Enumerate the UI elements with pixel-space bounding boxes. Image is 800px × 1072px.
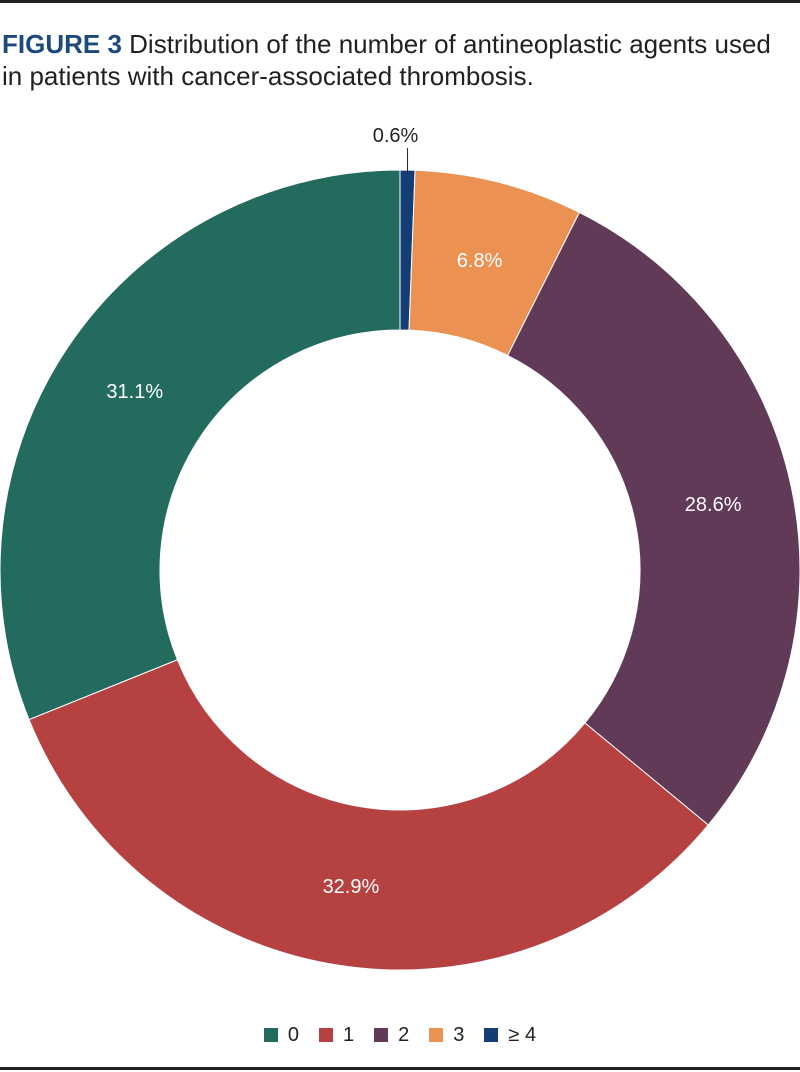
figure-label: FIGURE 3 [2,29,122,59]
legend-label-3: 3 [453,1023,465,1046]
slice-label-2: 28.6% [685,494,742,516]
slice-label-1: 32.9% [323,876,380,898]
legend-swatch-2 [374,1028,389,1042]
slice-0 [0,169,401,721]
figure-caption-text: Distribution of the number of antineopla… [2,29,771,91]
figure-caption: FIGURE 3 Distribution of the number of a… [2,28,792,92]
legend-label-2: 2 [398,1023,410,1046]
chart-legend: 0 1 2 3 ≥ 4 [0,1020,800,1050]
legend-item-3: 3 [429,1024,464,1047]
legend-item-2: 2 [374,1024,409,1047]
legend-swatch-0 [263,1028,278,1042]
slice-label-0: 31.1% [106,381,163,403]
legend-label-4: ≥ 4 [508,1023,537,1046]
slice-2 [506,211,800,826]
legend-swatch-1 [319,1028,334,1042]
legend-item-1: 1 [319,1024,354,1047]
legend-label-1: 1 [343,1023,355,1046]
legend-item-4: ≥ 4 [484,1024,536,1047]
top-rule [0,0,800,3]
legend-swatch-4 [484,1028,499,1042]
legend-item-0: 0 [263,1023,300,1047]
bottom-rule [0,1067,800,1070]
slice-1 [28,659,709,971]
legend-swatch-3 [429,1028,444,1042]
slice-label-3: 6.8% [457,250,503,272]
legend-label-0: 0 [287,1023,300,1046]
slice-label-4: 0.6% [373,125,419,147]
